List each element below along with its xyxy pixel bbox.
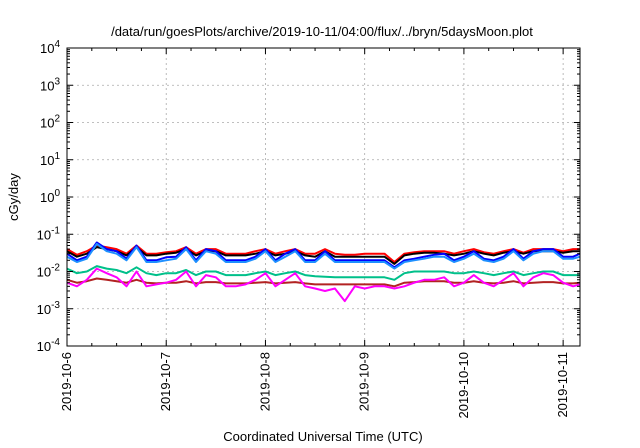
y-tick-label: 10-3 bbox=[37, 300, 61, 317]
series-line-5 bbox=[66, 265, 580, 281]
y-axis-label: cGy/day bbox=[6, 173, 21, 221]
y-tick-label: 10-4 bbox=[37, 337, 61, 354]
y-ticks: 10-4 10-3 10-2 10-1 100 101 102 103 104 bbox=[37, 39, 580, 354]
x-ticks: 2019-10-6 2019-10-7 2019-10-8 2019-10-9 2019… bbox=[59, 48, 570, 419]
x-tick-label: 2019-10-10 bbox=[456, 352, 471, 419]
y-tick-label: 102 bbox=[40, 114, 60, 131]
x-tick-label: 2019-10-9 bbox=[357, 352, 372, 411]
series-line-7 bbox=[66, 267, 581, 303]
series-line-3 bbox=[66, 241, 581, 269]
chart-title: /data/run/goesPlots/archive/2019-10-11/0… bbox=[111, 24, 533, 39]
series-line-1 bbox=[66, 244, 580, 263]
series-line-4 bbox=[66, 242, 581, 270]
y-tick-label: 104 bbox=[40, 39, 60, 56]
x-tick-label: 2019-10-11 bbox=[555, 352, 570, 418]
y-tick-label: 103 bbox=[40, 76, 60, 93]
x-tick-label: 2019-10-8 bbox=[257, 352, 272, 411]
x-axis-label: Coordinated Universal Time (UTC) bbox=[223, 429, 422, 444]
grid bbox=[66, 48, 580, 346]
y-tick-label: 10-2 bbox=[37, 263, 61, 280]
y-tick-label: 101 bbox=[40, 151, 60, 168]
x-tick-label: 2019-10-6 bbox=[59, 352, 74, 411]
y-tick-label: 10-1 bbox=[37, 225, 61, 242]
x-tick-label: 2019-10-7 bbox=[158, 352, 173, 411]
y-tick-label: 100 bbox=[40, 188, 60, 205]
series-layer bbox=[66, 241, 581, 303]
